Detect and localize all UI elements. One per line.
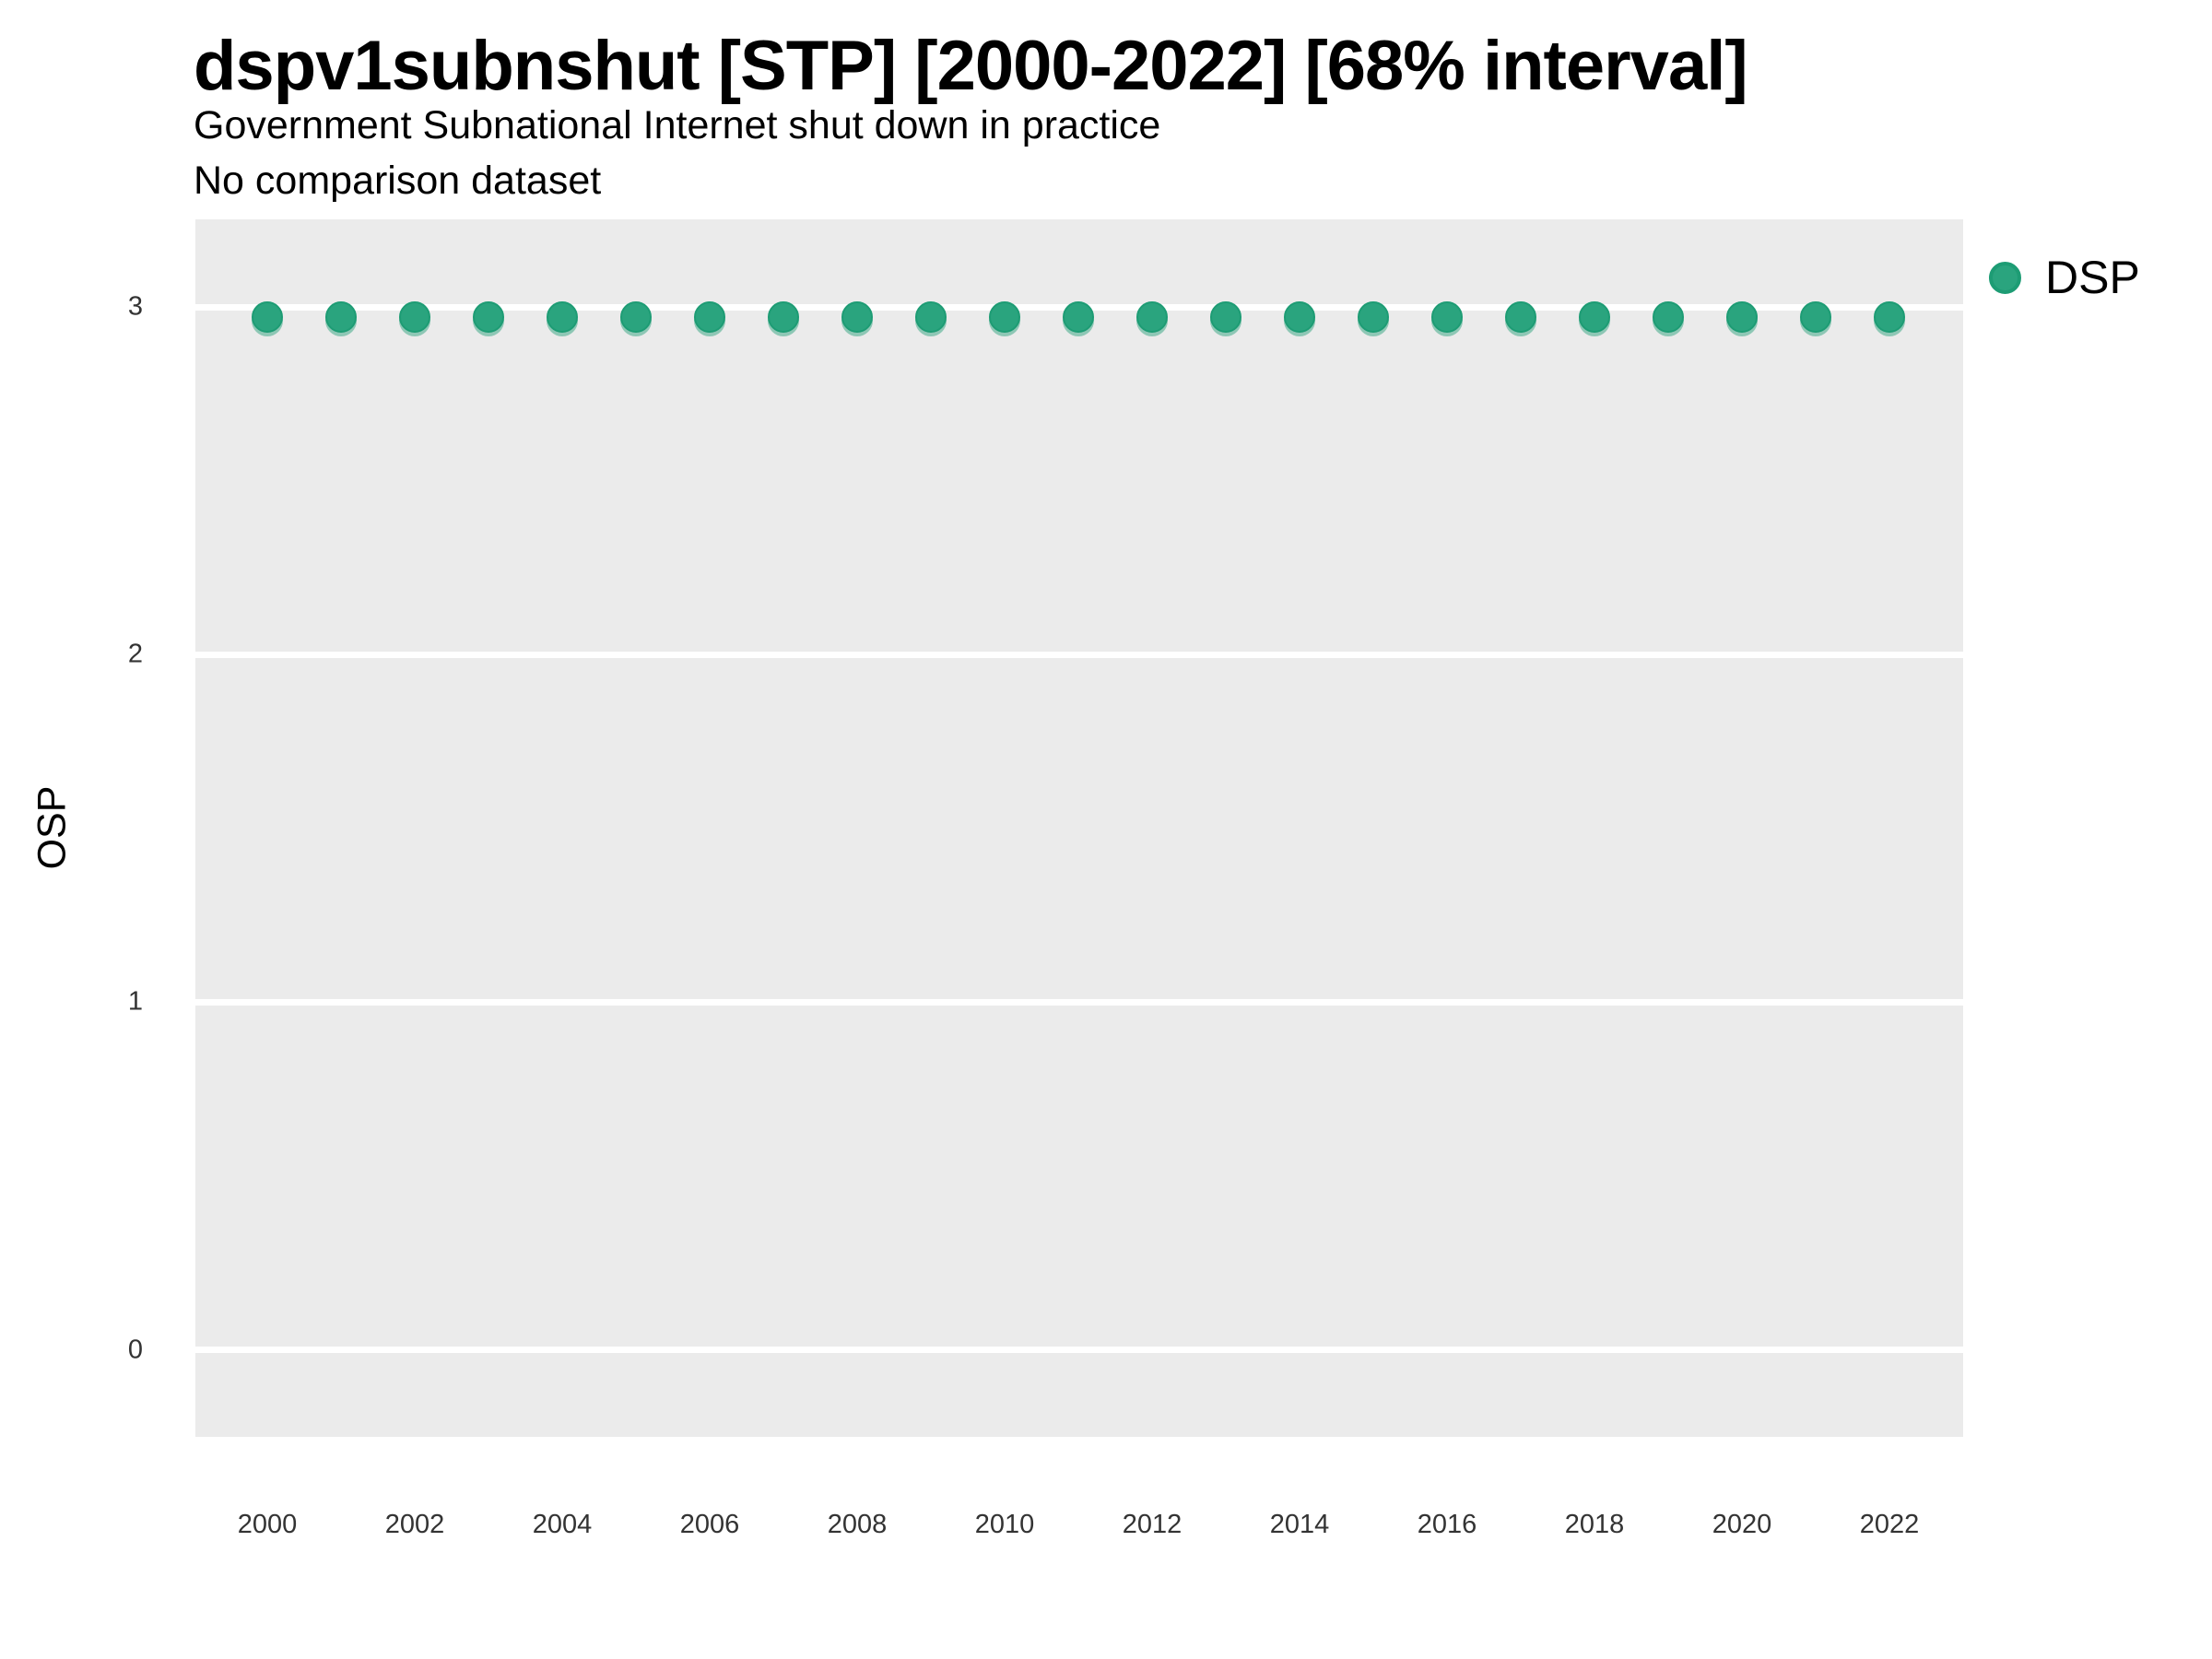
data-point: [1358, 301, 1389, 334]
gridline-y-0: [195, 1347, 1963, 1354]
data-point: [547, 301, 578, 334]
data-point: [1063, 301, 1094, 334]
legend-label: DSP: [2045, 252, 2140, 303]
x-tick-label: 2016: [1417, 1510, 1477, 1539]
data-point: [1210, 301, 1241, 334]
data-point: [473, 301, 504, 334]
x-tick-label: 2018: [1564, 1510, 1625, 1539]
data-point: [768, 301, 799, 334]
y-tick-label: 2: [127, 639, 143, 669]
plot-panel: [195, 219, 1963, 1437]
x-tick-label: 2014: [1269, 1510, 1330, 1539]
gridline-y-2: [195, 651, 1963, 658]
data-point: [620, 301, 652, 334]
x-tick-label: 2022: [1859, 1510, 1920, 1539]
data-point: [1653, 301, 1684, 334]
y-tick-label: 0: [127, 1335, 143, 1365]
data-point: [1431, 301, 1463, 334]
data-point: [915, 301, 947, 334]
x-tick-label: 2000: [237, 1510, 298, 1539]
data-point: [989, 301, 1020, 334]
data-point: [1579, 301, 1610, 334]
x-tick-label: 2010: [974, 1510, 1035, 1539]
data-point: [399, 301, 430, 334]
y-tick-label: 1: [127, 986, 143, 1017]
legend: DSP: [1989, 251, 2140, 304]
data-point: [325, 301, 357, 334]
gridline-y-1: [195, 998, 1963, 1006]
chart-caption: No comparison dataset: [194, 159, 602, 203]
data-point: [1284, 301, 1315, 334]
x-tick-label: 2002: [384, 1510, 445, 1539]
data-point: [1800, 301, 1831, 334]
x-tick-label: 2012: [1122, 1510, 1182, 1539]
x-tick-label: 2008: [827, 1510, 888, 1539]
chart-subtitle: Government Subnational Internet shut dow…: [194, 103, 1161, 147]
y-tick-label: 3: [127, 291, 143, 322]
x-tick-label: 2020: [1712, 1510, 1772, 1539]
data-point: [694, 301, 725, 334]
data-point: [1505, 301, 1536, 334]
data-point: [1874, 301, 1905, 334]
data-point: [1726, 301, 1758, 334]
data-point: [1136, 301, 1168, 334]
data-point: [252, 301, 283, 334]
data-point: [841, 301, 873, 334]
y-axis-title: OSP: [29, 785, 75, 870]
x-tick-label: 2006: [679, 1510, 740, 1539]
legend-point-icon: [1989, 261, 2021, 294]
x-tick-label: 2004: [532, 1510, 593, 1539]
chart-title: dspv1subnshut [STP] [2000-2022] [68% int…: [194, 27, 1748, 105]
